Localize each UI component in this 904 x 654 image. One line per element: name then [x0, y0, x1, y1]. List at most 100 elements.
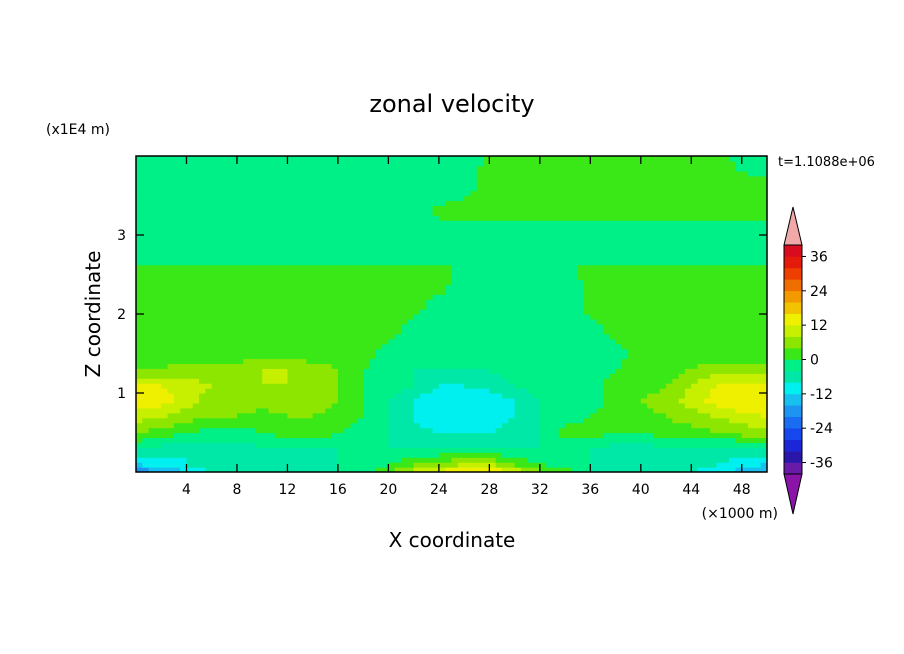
- field-cell: [697, 442, 705, 448]
- field-cell: [230, 447, 238, 453]
- field-cell: [710, 299, 718, 305]
- field-cell: [154, 338, 162, 345]
- field-cell: [394, 338, 402, 345]
- field-cell: [186, 348, 194, 355]
- field-cell: [615, 388, 623, 394]
- field-cell: [527, 467, 535, 472]
- field-cell: [388, 402, 396, 409]
- field-cell: [287, 274, 295, 281]
- field-cell: [154, 462, 162, 468]
- field-cell: [243, 388, 251, 394]
- field-cell: [684, 383, 692, 389]
- field-cell: [520, 264, 528, 271]
- field-cell: [628, 427, 636, 434]
- field-cell: [495, 318, 503, 325]
- field-cell: [741, 239, 749, 246]
- field-cell: [268, 289, 276, 295]
- field-cell: [363, 230, 371, 236]
- field-cell: [224, 343, 232, 350]
- field-cell: [558, 343, 566, 350]
- field-cell: [312, 432, 320, 439]
- field-cell: [350, 442, 358, 448]
- field-cell: [710, 373, 718, 379]
- field-cell: [419, 269, 427, 276]
- field-cell: [432, 452, 440, 458]
- field-cell: [293, 378, 301, 384]
- field-cell: [558, 225, 566, 231]
- field-cell: [293, 348, 301, 355]
- field-cell: [413, 388, 421, 394]
- field-cell: [337, 289, 345, 295]
- field-cell: [161, 422, 169, 429]
- field-cell: [274, 397, 282, 404]
- field-cell: [224, 299, 232, 305]
- field-cell: [464, 264, 472, 271]
- field-cell: [754, 462, 762, 468]
- field-cell: [596, 457, 604, 463]
- field-cell: [457, 383, 465, 389]
- field-cell: [470, 353, 478, 360]
- field-cell: [205, 452, 213, 458]
- field-cell: [287, 353, 295, 360]
- field-cell: [148, 328, 156, 335]
- field-cell: [224, 373, 232, 379]
- field-cell: [407, 309, 415, 315]
- field-cell: [672, 373, 680, 379]
- field-cell: [684, 269, 692, 276]
- field-cell: [684, 452, 692, 458]
- field-cell: [432, 432, 440, 439]
- field-cell: [148, 397, 156, 404]
- field-cell: [565, 388, 572, 394]
- field-cell: [451, 318, 459, 325]
- field-cell: [754, 368, 762, 374]
- field-cell: [514, 279, 522, 285]
- field-cell: [306, 353, 314, 360]
- field-cell: [533, 309, 541, 315]
- field-cell: [527, 383, 535, 389]
- field-cell: [249, 457, 257, 463]
- field-cell: [274, 407, 282, 414]
- field-cell: [666, 249, 673, 256]
- field-cell: [356, 254, 364, 261]
- field-cell: [199, 462, 207, 468]
- field-cell: [659, 225, 667, 231]
- field-cell: [640, 299, 648, 305]
- field-cell: [401, 452, 408, 458]
- field-cell: [401, 230, 408, 236]
- field-cell: [331, 314, 339, 320]
- field-cell: [438, 402, 446, 409]
- field-cell: [495, 230, 503, 236]
- field-cell: [230, 343, 238, 350]
- field-cell: [236, 264, 244, 271]
- field-cell: [615, 323, 623, 330]
- field-cell: [647, 244, 655, 251]
- field-cell: [401, 402, 408, 409]
- field-cell: [331, 235, 339, 241]
- field-cell: [495, 225, 503, 231]
- field-cell: [199, 244, 207, 251]
- field-cell: [470, 402, 478, 409]
- field-cell: [754, 417, 762, 424]
- field-cell: [584, 432, 591, 439]
- field-cell: [167, 269, 175, 276]
- field-cell: [281, 353, 289, 360]
- field-cell: [426, 437, 434, 443]
- field-cell: [274, 323, 282, 330]
- field-cell: [546, 284, 554, 290]
- field-cell: [205, 417, 213, 424]
- field-cell: [684, 254, 692, 261]
- field-cell: [653, 318, 661, 325]
- field-cell: [318, 467, 326, 472]
- field-cell: [653, 299, 661, 305]
- field-cell: [180, 304, 188, 310]
- field-cell: [281, 412, 289, 419]
- field-cell: [527, 294, 535, 300]
- field-cell: [249, 274, 257, 281]
- field-cell: [293, 289, 301, 295]
- field-cell: [678, 397, 686, 404]
- field-cell: [192, 378, 200, 384]
- field-cell: [211, 388, 219, 394]
- field-cell: [192, 462, 200, 468]
- field-cell: [236, 452, 244, 458]
- field-cell: [136, 407, 143, 414]
